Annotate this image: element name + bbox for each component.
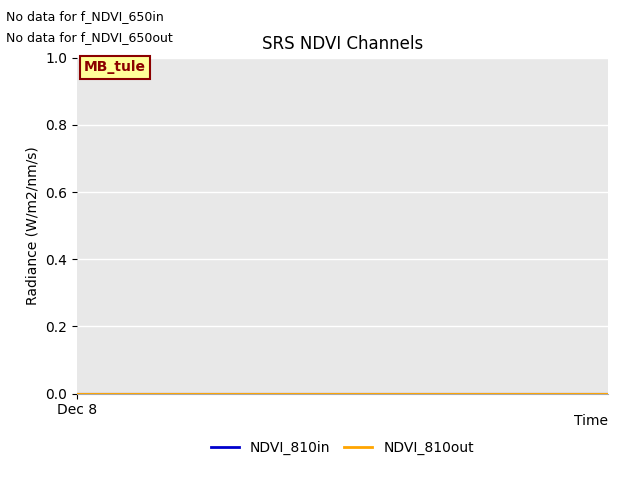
Text: No data for f_NDVI_650in: No data for f_NDVI_650in — [6, 10, 164, 23]
Text: No data for f_NDVI_650out: No data for f_NDVI_650out — [6, 31, 173, 44]
Text: MB_tule: MB_tule — [84, 60, 146, 74]
Y-axis label: Radiance (W/m2/nm/s): Radiance (W/m2/nm/s) — [26, 146, 40, 305]
Title: SRS NDVI Channels: SRS NDVI Channels — [262, 35, 423, 53]
Legend: NDVI_810in, NDVI_810out: NDVI_810in, NDVI_810out — [205, 435, 479, 461]
Text: Time: Time — [574, 414, 608, 428]
